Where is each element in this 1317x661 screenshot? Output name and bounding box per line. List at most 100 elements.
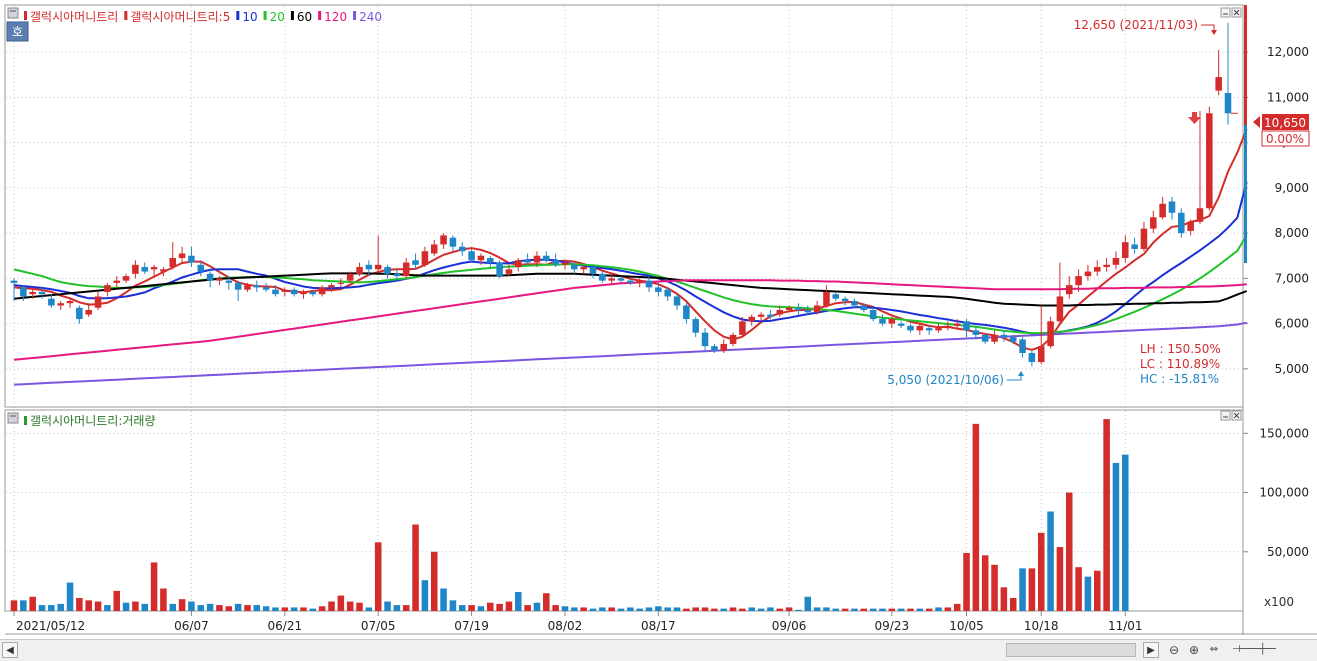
chart-canvas: 5,0006,0007,0008,0009,00010,00011,00012,… <box>4 4 1317 635</box>
volume-bar <box>20 600 27 611</box>
candle <box>188 246 195 268</box>
volume-bar <box>561 606 569 611</box>
candle <box>234 280 242 301</box>
scroll-left-icon[interactable]: ◀ <box>2 642 18 658</box>
candle <box>225 276 233 290</box>
panel-minimize-icon[interactable] <box>1220 7 1231 18</box>
fit-view-icon[interactable]: ⇔ <box>1209 644 1219 655</box>
candle <box>944 321 952 331</box>
volume-bar <box>421 580 429 611</box>
zoom-in-icon[interactable]: ⊕ <box>1188 643 1200 657</box>
candle <box>897 321 905 329</box>
candle <box>262 282 270 292</box>
candle <box>309 289 317 297</box>
panel-close-icon[interactable] <box>1231 7 1242 18</box>
volume-bar <box>1075 567 1082 611</box>
candle <box>1009 334 1017 344</box>
candle <box>346 271 354 283</box>
candle <box>66 298 74 308</box>
candle <box>552 253 559 268</box>
stat-lc: LC : 110.89% <box>1140 357 1220 371</box>
low-annotation: 5,050 (2021/10/06) <box>887 373 1004 387</box>
volume-bar <box>486 602 494 611</box>
scroll-thumb[interactable] <box>1006 643 1136 657</box>
legend-item: 60 <box>290 10 312 24</box>
candle <box>823 285 830 308</box>
volume-bar <box>150 562 158 611</box>
svg-text:호: 호 <box>12 25 23 39</box>
volume-bar <box>1000 587 1008 611</box>
candle <box>869 307 877 322</box>
candle <box>636 278 643 288</box>
volume-bar <box>132 601 139 611</box>
volume-bar <box>48 605 55 611</box>
price-tick-label: 8,000 <box>1275 226 1309 240</box>
volume-bar <box>925 608 933 611</box>
legend-item: 10 <box>236 10 258 24</box>
volume-bar <box>365 607 373 611</box>
zoom-out-icon[interactable]: ⊖ <box>1168 643 1180 657</box>
volume-bar <box>253 605 261 611</box>
volume-bar <box>692 607 699 611</box>
volume-bar <box>785 607 793 611</box>
candle <box>972 325 980 340</box>
candle <box>104 282 111 297</box>
candle <box>244 282 251 292</box>
volume-bar <box>729 607 737 611</box>
candle <box>1056 262 1064 324</box>
candle <box>608 273 615 286</box>
volume-bar <box>113 590 120 611</box>
candle <box>1084 264 1092 281</box>
candle <box>253 280 261 292</box>
candle <box>496 260 503 279</box>
candle <box>748 314 756 326</box>
volume-bar <box>608 607 615 611</box>
zoom-slider[interactable]: ⊣────┼── <box>1232 644 1276 655</box>
scroll-right-icon[interactable]: ▶ <box>1143 642 1159 658</box>
candle <box>468 248 475 263</box>
volume-bar <box>76 597 83 611</box>
candle <box>673 294 681 311</box>
candle <box>561 260 569 270</box>
volume-bar <box>318 606 326 611</box>
candle <box>440 233 447 249</box>
date-tick-label: 10/05 <box>949 619 984 633</box>
date-tick-label: 06/07 <box>174 619 209 633</box>
current-price-pointer-icon <box>1253 116 1260 128</box>
volume-close-icon[interactable] <box>1231 410 1242 421</box>
volume-bar <box>711 608 718 611</box>
volume-bar <box>543 593 550 611</box>
candle <box>1093 260 1101 277</box>
candle <box>543 251 550 263</box>
volume-bar <box>776 608 784 611</box>
candle <box>1047 316 1054 349</box>
candle <box>953 319 961 329</box>
candle <box>20 285 27 301</box>
badge-ho[interactable]: 호 <box>6 21 29 42</box>
candle <box>925 325 933 335</box>
price-tick-label: 11,000 <box>1267 90 1309 104</box>
volume-bar <box>589 608 597 611</box>
volume-minimize-icon[interactable] <box>1220 410 1231 421</box>
candle <box>701 328 709 351</box>
candle <box>580 264 587 274</box>
current-price: 10,650 <box>1264 116 1306 130</box>
svg-text:60: 60 <box>297 10 312 24</box>
candle <box>757 312 765 322</box>
volume-bar <box>767 607 774 611</box>
volume-bar <box>524 605 531 611</box>
horizontal-scrollbar[interactable]: ◀ ▶ ⊖ ⊕ ⇔ ⊣────┼── <box>0 639 1317 661</box>
volume-bar <box>701 607 709 611</box>
candle <box>132 260 139 279</box>
volume-bar <box>262 606 270 611</box>
candle <box>458 242 466 256</box>
volume-bar <box>645 607 653 611</box>
volume-bar <box>1112 462 1120 611</box>
candle <box>683 303 690 324</box>
volume-bar <box>290 607 298 611</box>
candle <box>216 276 223 286</box>
volume-bar <box>496 603 503 611</box>
volume-bar <box>281 607 289 611</box>
candle <box>1168 196 1176 220</box>
volume-bar <box>234 603 242 611</box>
